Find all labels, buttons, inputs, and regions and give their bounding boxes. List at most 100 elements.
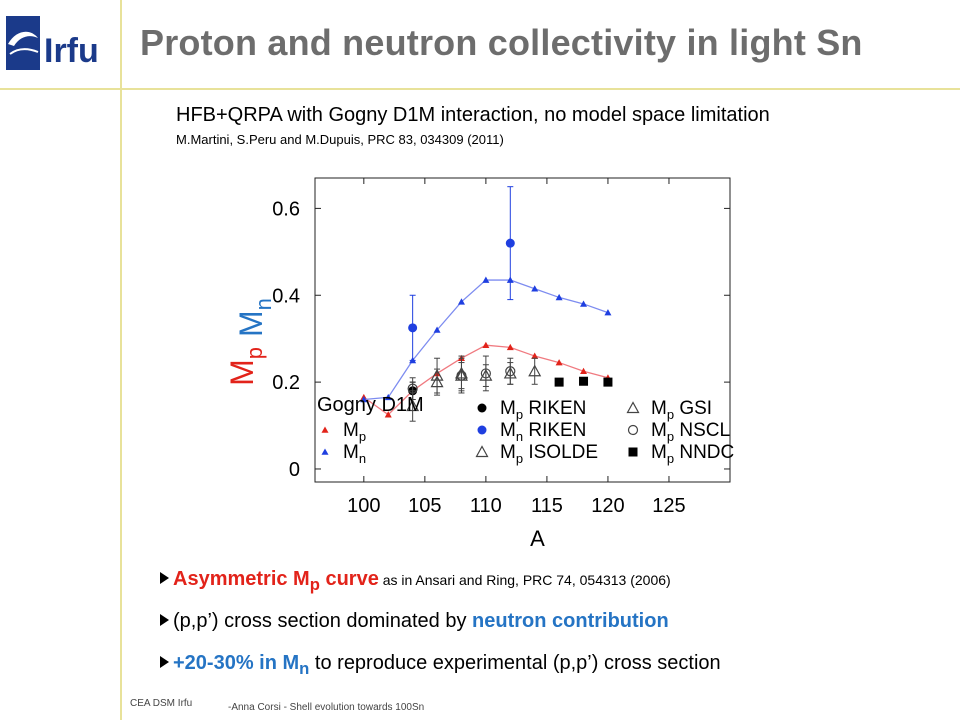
x-tick-label: 100 xyxy=(347,495,380,517)
legend-entry: Mp xyxy=(343,420,366,444)
slide-title: Proton and neutron collectivity in light… xyxy=(140,22,863,63)
x-axis-label: A xyxy=(530,526,545,550)
mp-point xyxy=(482,341,490,348)
legend-sub: p xyxy=(359,429,366,444)
logo-text: Irfu xyxy=(44,32,99,70)
y-tick-label: 0.4 xyxy=(272,285,300,307)
footer-org: CEA DSM Irfu xyxy=(130,698,193,709)
mp-point xyxy=(384,411,392,418)
mp-nscl-point xyxy=(505,366,516,377)
legend-label: M xyxy=(651,442,667,463)
bullet-2: (p,p’) cross section dominated by neutro… xyxy=(160,610,669,633)
x-tick-label: 125 xyxy=(652,495,685,517)
model-reference: M.Martini, S.Peru and M.Dupuis, PRC 83, … xyxy=(176,132,504,147)
mn-point xyxy=(433,326,441,333)
legend-sub: n xyxy=(516,429,523,444)
legend-marker xyxy=(628,447,638,457)
mn-point xyxy=(580,300,588,307)
legend-title: Gogny D1M xyxy=(317,394,424,416)
legend-suffix: NNDC xyxy=(674,442,734,463)
y-tick-label: 0 xyxy=(289,459,300,481)
legend-sub: p xyxy=(667,451,674,466)
legend-suffix: ISOLDE xyxy=(523,442,598,463)
x-tick-label: 120 xyxy=(591,495,624,517)
y-tick-label: 0.2 xyxy=(272,372,300,394)
footer-talk: -Anna Corsi - Shell evolution towards 10… xyxy=(228,702,425,713)
legend-sub: p xyxy=(516,451,523,466)
mn-point xyxy=(555,293,563,301)
mn-point xyxy=(384,393,392,401)
legend-label: M xyxy=(343,442,359,463)
legend-sub: n xyxy=(359,451,366,466)
legend-marker xyxy=(627,424,639,436)
legend-marker xyxy=(321,426,329,433)
legend-sub: p xyxy=(516,407,523,422)
mp-nndc-point xyxy=(554,377,564,387)
bullet-text: curve xyxy=(319,568,379,590)
legend-suffix: RIKEN xyxy=(523,398,586,419)
y-axis-label-part: M xyxy=(233,310,269,337)
x-tick-label: 115 xyxy=(531,495,563,517)
legend-entry: Mn xyxy=(343,442,366,466)
arrow-bullet-icon xyxy=(160,572,169,584)
legend-entry: Mp RIKEN xyxy=(500,398,586,422)
mn-riken-point xyxy=(408,323,418,333)
vertical-rule xyxy=(120,0,122,720)
mp-isolde-point xyxy=(406,399,420,412)
arrow-bullet-icon xyxy=(160,614,169,626)
mn-point xyxy=(482,276,490,283)
legend-entry: Mp ISOLDE xyxy=(500,442,598,466)
bullet-text: as in Ansari and Ring, PRC 74, 054313 (2… xyxy=(378,572,671,588)
mn-point xyxy=(604,309,612,316)
model-subtitle: HFB+QRPA with Gogny D1M interaction, no … xyxy=(176,104,770,126)
mp-nscl-point xyxy=(456,370,467,381)
legend-suffix: RIKEN xyxy=(523,420,586,441)
mp-point xyxy=(506,343,514,351)
legend-marker xyxy=(321,448,329,455)
mp-isolde-point xyxy=(528,364,542,377)
y-axis-label-sub: p xyxy=(242,347,267,359)
mp-nndc-point xyxy=(579,376,589,386)
legend-label: M xyxy=(500,398,516,419)
bullet-1: Asymmetric Mp curve as in Ansari and Rin… xyxy=(160,568,671,595)
x-tick-label: 110 xyxy=(470,495,502,517)
legend-label: M xyxy=(500,420,516,441)
irfu-logo: Irfu xyxy=(6,16,99,70)
header-rule xyxy=(0,88,960,90)
mp-nscl-point xyxy=(407,383,418,394)
y-axis-label-sub: n xyxy=(251,298,276,310)
legend-suffix: GSI xyxy=(674,398,712,419)
bullet-text: Asymmetric M xyxy=(173,568,310,590)
bullet-text: neutron contribution xyxy=(472,610,669,632)
bullet-text: +20-30% in M xyxy=(173,652,300,674)
plot-frame xyxy=(314,177,731,483)
mp-point xyxy=(555,359,563,366)
bullet-text: p xyxy=(309,575,320,594)
mn-point xyxy=(531,285,539,292)
legend-sub: p xyxy=(667,407,674,422)
y-axis-label: MpMn xyxy=(224,298,276,386)
legend-marker xyxy=(626,401,640,414)
mp-point xyxy=(580,367,588,375)
legend-suffix: NSCL xyxy=(674,420,730,441)
mn-point xyxy=(457,298,465,305)
legend-entry: Mp NSCL xyxy=(651,420,730,444)
bullet-3: +20-30% in Mn to reproduce experimental … xyxy=(160,652,721,679)
mp-nscl-point xyxy=(480,368,491,379)
legend-label: M xyxy=(651,420,667,441)
legend-label: M xyxy=(651,398,667,419)
legend-sub: p xyxy=(667,429,674,444)
legend-marker xyxy=(477,403,487,413)
bullet-text: (p,p’) cross section dominated by xyxy=(173,610,473,632)
legend-entry: Mp NNDC xyxy=(651,442,734,466)
y-axis-label-part: M xyxy=(224,359,260,386)
x-tick-label: 105 xyxy=(408,495,441,517)
arrow-bullet-icon xyxy=(160,656,169,668)
mp-nndc-point xyxy=(603,377,613,387)
bullet-text: to reproduce experimental (p,p’) cross s… xyxy=(309,652,721,674)
legend-marker xyxy=(475,445,489,458)
legend-label: M xyxy=(500,442,516,463)
legend-entry: Mp GSI xyxy=(651,398,712,422)
mn-point xyxy=(360,395,368,403)
